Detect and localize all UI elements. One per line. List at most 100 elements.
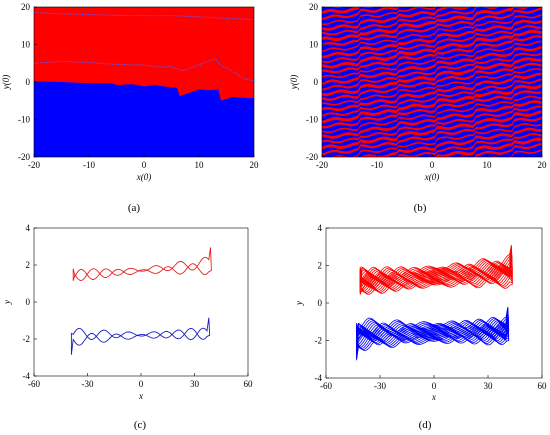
panel-a-dotted-curve-2 (34, 58, 254, 82)
panel-b-band (457, 143, 542, 157)
panel-c-xtick-label: 0 (139, 379, 144, 389)
panel-b-ytick-label: -20 (306, 152, 318, 162)
panel-c-xtick-label: -30 (82, 379, 94, 389)
panel-c-ytick-label: -2 (23, 334, 31, 344)
panel-b: -20 -10 0 10 20 -20 -10 0 10 20 x(0) y(0) (b) (289, 0, 547, 214)
panel-a-red-region (34, 7, 254, 101)
panel-b-ytick-label: 20 (309, 2, 319, 12)
panel-b-band (322, 78, 542, 117)
panel-b-band (322, 52, 542, 91)
panel-b-band (331, 123, 542, 157)
panel-a-ytick-label: 0 (26, 77, 31, 87)
panel-d-series-2-curve (356, 322, 510, 361)
panel-a-xtick-label: 20 (250, 160, 260, 170)
panel-d-series (356, 245, 513, 361)
panel-a-xtick-label: 10 (195, 160, 205, 170)
panel-b-ytick-label: -10 (306, 115, 318, 125)
panel-d-ytick-label: -4 (315, 373, 323, 383)
panel-c-xtick-label: 30 (190, 379, 200, 389)
panel-b-xtick-label: 20 (538, 160, 548, 170)
panel-b-label: (b) (414, 202, 427, 214)
panel-b-ytick-label: 0 (314, 77, 319, 87)
panel-b-band (322, 25, 542, 64)
panel-b-band (488, 149, 542, 157)
panel-b-band (322, 100, 542, 139)
panel-b-band (322, 90, 542, 129)
panel-b-band (322, 0, 542, 3)
panel-a: -20 -10 0 10 20 -20 -10 0 10 20 x(0) y(0) (a) (1, 2, 259, 214)
panel-b-band (427, 137, 542, 157)
panel-a-x-ticks: -20 -10 0 10 20 (28, 154, 259, 170)
panel-d-ytick-label: -2 (315, 336, 323, 346)
panel-b-xtick-label: -20 (316, 160, 328, 170)
panel-b-band (322, 72, 542, 112)
panel-d-xtick-label: 0 (432, 381, 437, 391)
panel-c-frame (33, 227, 249, 377)
panel-c-ytick-label: -4 (23, 371, 31, 381)
panel-c-xlabel: x (138, 391, 143, 401)
panel-c-ytick-label: 2 (26, 260, 31, 270)
panel-b-band (322, 7, 437, 26)
panel-c-xtick-label: -60 (28, 379, 40, 389)
panel-d-xtick-label: 60 (538, 381, 548, 391)
panel-b-band (322, 45, 542, 86)
panel-c: -60 -30 0 30 60 -4 -2 0 2 4 x y (c) (2, 223, 253, 431)
panel-b-band (397, 133, 542, 157)
panel-b-band (322, 13, 542, 53)
panel-d-ytick-label: 4 (318, 223, 323, 233)
panel-d-ylabel: y (294, 301, 304, 306)
panel-b-ylabel: y(0) (289, 75, 299, 91)
panel-a-ytick-label: 20 (21, 2, 31, 12)
panel-b-band (322, 105, 542, 144)
panel-b-bands (322, 0, 542, 157)
panel-d-xlabel: x (431, 392, 436, 402)
panel-b-band (322, 7, 531, 42)
panel-c-label: (c) (134, 419, 147, 431)
panel-a-xtick-label: -20 (28, 160, 40, 170)
panel-b-band (322, 7, 374, 15)
panel-d-x-ticks: -60 -30 0 30 60 (320, 375, 547, 391)
panel-a-xtick-label: -10 (83, 160, 95, 170)
panel-b-band (322, 110, 542, 150)
panel-b-band (322, 29, 542, 69)
panel-b-band (322, 19, 542, 59)
panel-b-x-ticks: -20 -10 0 10 20 (316, 154, 547, 170)
panel-c-ylabel: y (2, 300, 12, 305)
panel-b-band (322, 40, 542, 79)
panel-d-xtick-label: -30 (374, 381, 386, 391)
panel-b-band (322, 7, 472, 31)
panel-d: -60 -30 0 30 60 -4 -2 0 2 4 x y (d) (294, 223, 547, 431)
panel-b-ytick-label: 10 (309, 40, 319, 50)
panel-b-xlabel: x(0) (424, 172, 440, 182)
panel-d-xtick-label: 30 (484, 381, 494, 391)
panel-b-band (322, 95, 542, 134)
panel-b-band (322, 7, 500, 36)
panel-a-y-ticks: -20 -10 0 10 20 (18, 2, 37, 162)
panel-b-band (322, 84, 542, 124)
panel-c-ytick-label: 0 (26, 297, 31, 307)
panel-c-ytick-label: 4 (26, 223, 31, 233)
panel-b-y-ticks: -20 -10 0 10 20 (306, 2, 325, 162)
panel-c-series (70, 247, 212, 355)
panel-a-ytick-label: 10 (21, 40, 31, 50)
panel-b-xtick-label: 0 (430, 160, 435, 170)
panel-d-series-1-curve (359, 245, 513, 281)
panel-a-ytick-label: -10 (18, 115, 30, 125)
panel-b-band (322, 68, 542, 106)
panel-c-xtick-label: 60 (244, 379, 254, 389)
panel-d-series-1-curve (359, 260, 513, 295)
panel-c-series-1-curve (72, 247, 212, 281)
panel-d-label: (d) (419, 419, 432, 431)
panel-d-ytick-label: 2 (318, 261, 323, 271)
panel-a-xlabel: x(0) (136, 172, 152, 182)
panel-d-ytick-label: 0 (318, 298, 323, 308)
panel-a-label: (a) (128, 202, 141, 214)
panel-b-band (322, 35, 542, 74)
panel-b-xtick-label: 10 (483, 160, 493, 170)
panel-b-band (360, 127, 542, 157)
panel-a-ytick-label: -20 (18, 152, 30, 162)
panel-d-xtick-label: -60 (320, 381, 332, 391)
panel-a-xtick-label: 0 (142, 160, 147, 170)
panel-b-band (322, 57, 542, 97)
